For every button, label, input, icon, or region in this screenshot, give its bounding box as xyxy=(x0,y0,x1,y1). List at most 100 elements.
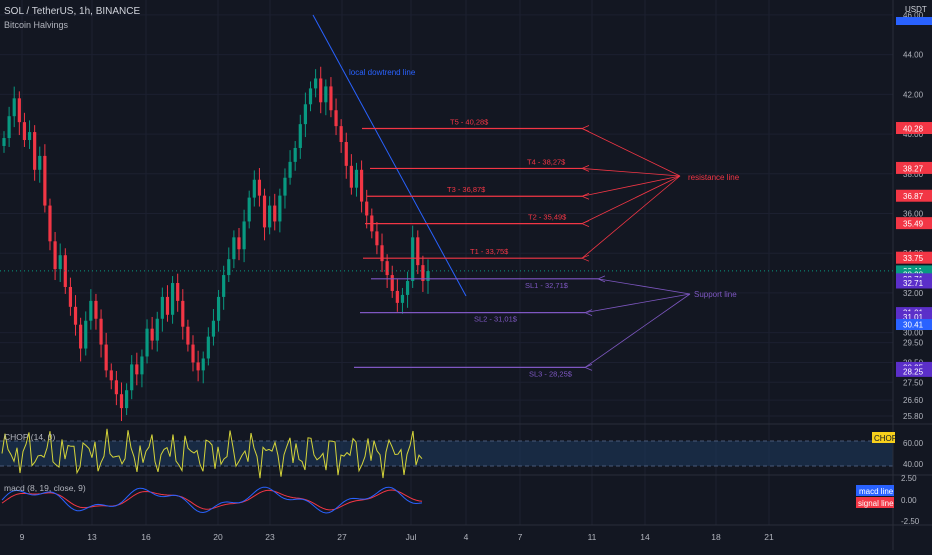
candle-body-20 xyxy=(104,344,108,371)
price-tick-7: 32.00 xyxy=(903,289,924,298)
candle-body-47 xyxy=(242,221,246,250)
candle-body-83 xyxy=(426,271,430,282)
target-arrow-3 xyxy=(580,220,590,227)
candle-body-66 xyxy=(339,126,343,143)
candle-body-13 xyxy=(68,286,73,307)
candle-body-67 xyxy=(344,142,348,166)
price-tag-label-5: 36.87 xyxy=(903,192,924,201)
chop-tag-box xyxy=(872,432,895,443)
candle-body-56 xyxy=(288,161,292,178)
macd-tick-0: 2.50 xyxy=(901,474,917,483)
time-tick-9: 11 xyxy=(588,532,597,542)
candle-body-9 xyxy=(48,205,52,242)
candle-body-45 xyxy=(232,237,236,260)
time-tick-6: Jul xyxy=(406,532,417,542)
price-tag-box-13 xyxy=(896,277,932,289)
signal-legend: signal line xyxy=(858,499,894,508)
candle-body-46 xyxy=(237,237,241,250)
candle-body-64 xyxy=(329,86,333,111)
target-arrow-0 xyxy=(580,125,590,132)
target-label-0: T5 - 40,28$ xyxy=(450,118,489,127)
downtrend-label: local dowtrend line xyxy=(349,68,416,77)
price-tag-label-7: 35.49 xyxy=(903,220,924,229)
candle-body-59 xyxy=(303,104,307,125)
stop-arrow-1 xyxy=(583,309,593,316)
time-tick-11: 18 xyxy=(711,532,721,542)
time-tick-12: 21 xyxy=(764,532,774,542)
macd-title: macd (8, 19, close, 9) xyxy=(4,483,86,493)
candle-body-2 xyxy=(12,98,16,117)
price-tags: 40.3340.2838.3238.2736.9236.8735.5435.49… xyxy=(896,17,932,377)
candle-body-54 xyxy=(278,195,282,222)
candle-body-71 xyxy=(365,201,369,216)
time-tick-7: 4 xyxy=(464,532,469,542)
price-tag-label-1: 40.28 xyxy=(903,125,924,134)
target-label-2: T3 - 36,87$ xyxy=(447,185,486,194)
candle-body-8 xyxy=(43,155,47,206)
stop-arrow-0 xyxy=(596,275,606,283)
candle-body-76 xyxy=(390,275,394,291)
candle-body-17 xyxy=(89,300,93,321)
sub-title: Bitcoin Halvings xyxy=(4,20,69,30)
target-label-3: T2 - 35,49$ xyxy=(528,213,567,222)
candle-body-61 xyxy=(314,78,318,89)
price-tick-0: 46.00 xyxy=(903,11,924,20)
candle-body-10 xyxy=(53,241,57,270)
candle-body-31 xyxy=(160,296,164,319)
signal-legend-box xyxy=(856,497,894,508)
candle-body-5 xyxy=(27,132,32,141)
price-tag-box-16 xyxy=(896,319,932,331)
candle-body-34 xyxy=(176,283,180,301)
price-tag-box-9 xyxy=(896,252,932,264)
candle-body-53 xyxy=(273,205,277,222)
candle-body-30 xyxy=(155,318,159,341)
candle-body-63 xyxy=(324,86,328,103)
price-tag-box-1 xyxy=(896,123,932,135)
candle-body-7 xyxy=(38,155,42,170)
candle-body-44 xyxy=(227,259,231,276)
candle-body-58 xyxy=(298,124,302,148)
time-tick-3: 20 xyxy=(213,532,223,542)
candle-body-14 xyxy=(73,306,78,325)
candle-body-43 xyxy=(222,275,226,297)
target-arrow-1 xyxy=(580,165,590,172)
target-label-4: T1 - 33,75$ xyxy=(470,247,509,256)
macd-legend: macd line xyxy=(859,487,894,496)
price-tag-label-3: 38.27 xyxy=(903,164,924,173)
time-tick-1: 13 xyxy=(87,532,97,542)
candle-body-70 xyxy=(359,169,364,202)
time-tick-10: 14 xyxy=(640,532,650,542)
candle-body-3 xyxy=(17,98,21,123)
candle-body-73 xyxy=(375,231,379,246)
candle-body-80 xyxy=(411,237,415,282)
price-tag-label-13: 32.71 xyxy=(903,279,924,288)
candle-body-57 xyxy=(293,147,297,162)
stop-label-1: SL2 - 31,01$ xyxy=(474,315,518,324)
candle-body-77 xyxy=(395,290,399,303)
price-tag-label-9: 33.75 xyxy=(903,254,924,263)
macd-tick-2: -2.50 xyxy=(901,517,920,526)
candle-body-75 xyxy=(385,261,389,276)
candle-body-39 xyxy=(201,358,205,371)
candle-body-4 xyxy=(22,122,27,141)
macd-pane xyxy=(1,486,423,514)
chop-pane xyxy=(1,428,423,479)
time-tick-5: 27 xyxy=(337,532,347,542)
price-tick-2: 42.00 xyxy=(903,90,924,99)
target-connector-2 xyxy=(581,175,681,197)
price-tick-1: 44.00 xyxy=(903,51,924,60)
candle-body-36 xyxy=(186,326,190,345)
price-tick-8: 30.00 xyxy=(903,329,924,338)
candle-body-40 xyxy=(206,336,210,359)
price-tag-label-18: 28.25 xyxy=(903,367,924,376)
candle-body-74 xyxy=(380,245,384,262)
price-tick-11: 27.50 xyxy=(903,378,924,387)
candle-body-28 xyxy=(145,328,149,357)
target-arrow-4 xyxy=(580,254,590,262)
price-tag-box-3 xyxy=(896,162,932,174)
chop-line xyxy=(1,428,423,479)
price-tag-label-16: 30.41 xyxy=(903,321,924,330)
candle-body-51 xyxy=(262,195,267,228)
